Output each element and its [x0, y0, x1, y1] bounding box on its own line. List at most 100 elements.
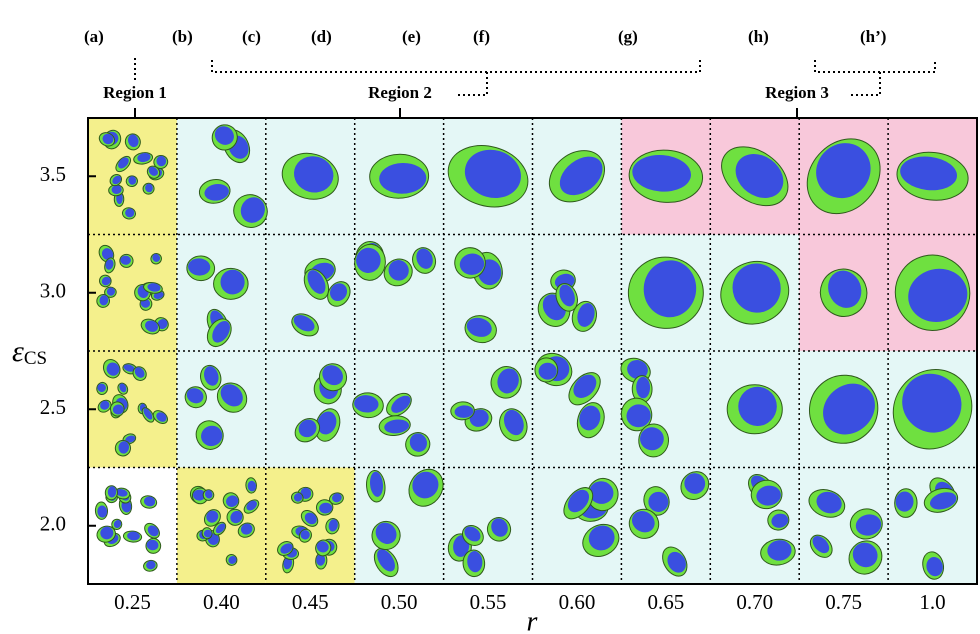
blob-blue	[735, 153, 784, 198]
blob-blue	[280, 543, 293, 554]
blob-blue	[464, 526, 481, 542]
blob-blue	[145, 320, 159, 332]
blob-blue	[416, 248, 433, 269]
blob-blue	[454, 405, 474, 418]
panel-label: (c)	[242, 27, 261, 46]
cell	[88, 467, 177, 584]
blob-blue	[375, 522, 397, 544]
blob-blue	[215, 523, 226, 534]
top-labels: (a) (b) (c) (d) (e) (f) (g) (h) (h’) Reg…	[84, 27, 886, 102]
blob-blue	[134, 367, 145, 378]
blob-blue	[188, 258, 211, 276]
blob-blue	[573, 374, 597, 399]
blob-blue	[123, 364, 135, 372]
blob-blue	[220, 269, 245, 295]
x-tick-label: 0.55	[470, 590, 507, 614]
blob-blue	[146, 560, 156, 570]
blob-blue	[143, 496, 156, 507]
blob-blue	[246, 500, 257, 511]
blob-blue	[756, 485, 781, 506]
blob-blue	[648, 491, 669, 512]
blob-blue	[667, 551, 686, 573]
blob-blue	[205, 490, 213, 499]
blob-blue	[771, 513, 789, 528]
blob-blue	[816, 491, 842, 514]
blob-blue	[100, 526, 114, 540]
blob-blue	[589, 481, 614, 504]
connectors	[134, 58, 936, 118]
blob-blue	[409, 433, 427, 452]
blob-blue	[146, 539, 159, 551]
blob-blue	[220, 384, 243, 407]
blob-blue	[226, 495, 239, 507]
blob-blue	[193, 489, 206, 501]
blob-blue	[111, 185, 122, 194]
y-axis-symbol: ε	[12, 335, 24, 368]
connector	[211, 60, 701, 73]
blob-blue	[588, 525, 615, 551]
blob-blue	[926, 557, 943, 577]
blob-blue	[823, 383, 875, 435]
blob-blue	[115, 488, 128, 497]
x-tick-label: 0.25	[114, 590, 151, 614]
blob-blue	[293, 156, 334, 193]
panel-label: (d)	[311, 27, 332, 46]
x-tick-label: 0.60	[559, 590, 596, 614]
blob-blue	[391, 395, 411, 413]
blob-blue	[567, 489, 590, 513]
panel-label: (f)	[473, 27, 490, 46]
cell	[532, 234, 622, 351]
blob-blue	[491, 518, 508, 537]
blob-blue	[317, 411, 337, 435]
blob-blue	[147, 283, 161, 292]
blob-blue	[643, 260, 697, 318]
blob-blue	[119, 383, 127, 393]
blob-blue	[112, 175, 122, 185]
blob-blue	[156, 412, 167, 422]
blob-blue	[106, 362, 120, 376]
blob-blue	[503, 409, 524, 436]
panel-label: (h)	[748, 27, 769, 46]
blob-blue	[497, 368, 519, 394]
blob-blue	[464, 149, 521, 199]
blob-blue	[738, 386, 777, 426]
x-tick-label: 0.50	[381, 590, 418, 614]
blob-blue	[107, 486, 117, 498]
blob-blue	[332, 493, 342, 503]
blob-blue	[577, 303, 595, 327]
blob-blue	[732, 263, 781, 313]
blob-blue	[579, 405, 601, 431]
connector	[814, 60, 936, 73]
blob-blue	[304, 512, 317, 525]
blob-blue	[152, 253, 161, 262]
blob-blue	[147, 525, 159, 537]
blob-blue	[467, 551, 483, 573]
blob-blue	[157, 318, 168, 330]
blob-blue	[101, 248, 114, 261]
panel-label: (g)	[618, 27, 638, 46]
blob-blue	[118, 157, 129, 169]
blob-blue	[538, 362, 557, 380]
y-tick-label: 2.5	[40, 395, 66, 419]
blob-blue	[106, 287, 116, 296]
blob-blue	[812, 536, 830, 554]
ticks: 3.5 3.0 2.5 2.0 0.25 0.40 0.45 0.50 0.55 0.60 0.65…	[40, 162, 946, 614]
blob-blue	[895, 491, 914, 512]
blob-blue	[203, 529, 212, 538]
blob-blue	[298, 419, 317, 438]
region-label: Region 3	[765, 83, 829, 102]
connector	[455, 72, 488, 96]
blob-blue	[328, 519, 338, 532]
blob-blue	[469, 409, 489, 427]
region-label: Region 2	[368, 83, 432, 102]
panel-label: (e)	[402, 27, 421, 46]
x-tick-label: 0.40	[203, 590, 240, 614]
blob-blue	[201, 425, 223, 447]
frame	[87, 117, 978, 585]
blob-blue	[228, 556, 237, 564]
y-tick-label: 3.5	[40, 162, 66, 186]
blob-blue	[105, 259, 114, 270]
blob-blue	[466, 317, 492, 337]
blob-blue	[206, 510, 219, 523]
